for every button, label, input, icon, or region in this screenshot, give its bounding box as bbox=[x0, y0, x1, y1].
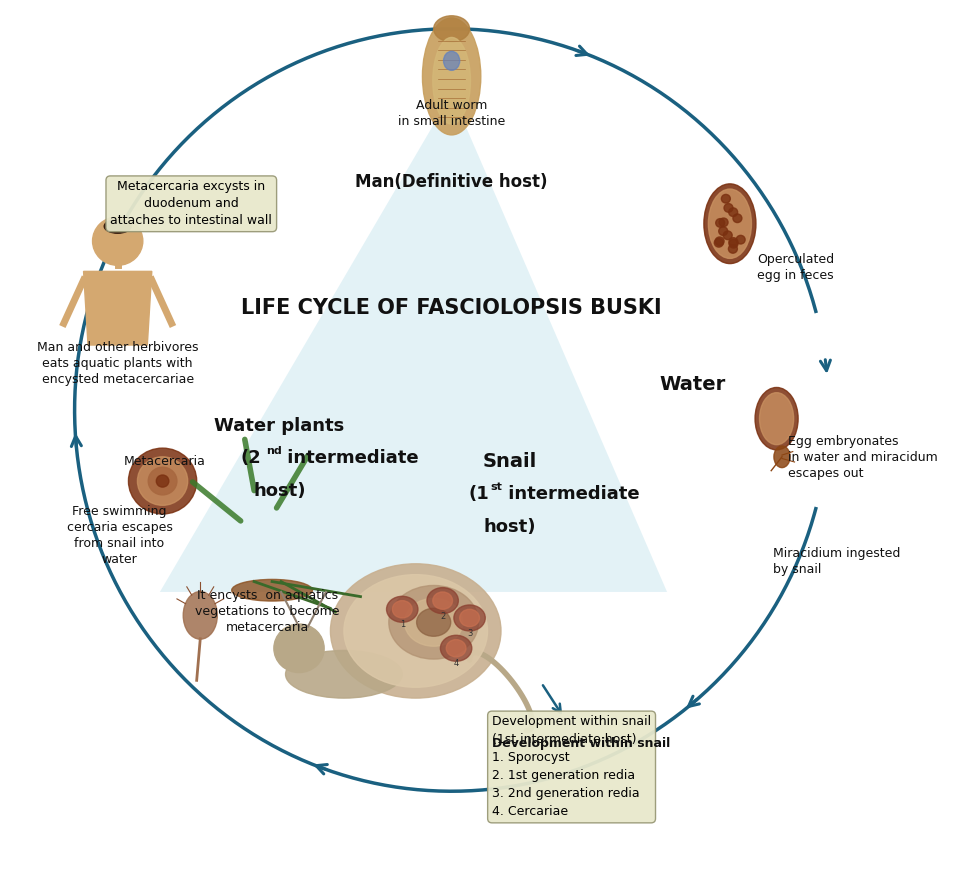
Circle shape bbox=[715, 237, 724, 246]
Ellipse shape bbox=[460, 610, 479, 627]
Circle shape bbox=[723, 231, 732, 240]
Ellipse shape bbox=[422, 18, 481, 135]
Ellipse shape bbox=[454, 605, 486, 631]
Ellipse shape bbox=[105, 220, 132, 233]
Text: intermediate: intermediate bbox=[281, 449, 419, 467]
Ellipse shape bbox=[441, 636, 471, 661]
Text: host): host) bbox=[253, 481, 305, 500]
Circle shape bbox=[719, 227, 728, 235]
Text: Adult worm
in small intestine: Adult worm in small intestine bbox=[398, 99, 505, 128]
Circle shape bbox=[148, 467, 177, 495]
Text: (1: (1 bbox=[468, 485, 490, 503]
Circle shape bbox=[274, 624, 324, 672]
Text: intermediate: intermediate bbox=[502, 485, 639, 503]
Text: Miracidium ingested
by snail: Miracidium ingested by snail bbox=[773, 547, 900, 576]
Text: Man(Definitive host): Man(Definitive host) bbox=[355, 174, 548, 191]
Circle shape bbox=[721, 194, 731, 203]
Ellipse shape bbox=[231, 579, 313, 601]
Text: Operculated
egg in feces: Operculated egg in feces bbox=[756, 253, 834, 282]
Text: LIFE CYCLE OF FASCIOLOPSIS BUSKI: LIFE CYCLE OF FASCIOLOPSIS BUSKI bbox=[241, 297, 662, 317]
Text: 2: 2 bbox=[440, 612, 445, 621]
Circle shape bbox=[716, 219, 725, 228]
Ellipse shape bbox=[759, 392, 794, 445]
Ellipse shape bbox=[756, 387, 798, 450]
Text: nd: nd bbox=[266, 446, 281, 456]
Circle shape bbox=[729, 208, 737, 216]
Ellipse shape bbox=[183, 591, 217, 639]
Circle shape bbox=[736, 235, 745, 244]
Circle shape bbox=[92, 217, 143, 265]
Ellipse shape bbox=[330, 564, 501, 698]
Text: 1: 1 bbox=[399, 620, 405, 630]
Text: Egg embryonates
in water and miracidum
escapes out: Egg embryonates in water and miracidum e… bbox=[788, 435, 938, 480]
Ellipse shape bbox=[404, 598, 463, 646]
Text: 3: 3 bbox=[467, 629, 472, 638]
Ellipse shape bbox=[444, 51, 460, 71]
Circle shape bbox=[719, 218, 728, 227]
Text: st: st bbox=[491, 482, 502, 492]
Ellipse shape bbox=[344, 575, 488, 687]
Ellipse shape bbox=[387, 596, 418, 623]
Ellipse shape bbox=[427, 588, 458, 614]
Circle shape bbox=[729, 244, 737, 253]
Circle shape bbox=[156, 475, 169, 487]
Circle shape bbox=[732, 214, 742, 222]
Circle shape bbox=[729, 238, 738, 246]
Polygon shape bbox=[84, 271, 152, 345]
Ellipse shape bbox=[389, 585, 478, 659]
Text: Metacercaria excysts in
duodenum and
attaches to intestinal wall: Metacercaria excysts in duodenum and att… bbox=[110, 181, 273, 228]
Circle shape bbox=[724, 203, 733, 212]
Circle shape bbox=[129, 448, 197, 514]
Ellipse shape bbox=[774, 446, 790, 467]
Circle shape bbox=[714, 238, 723, 247]
Text: host): host) bbox=[484, 518, 537, 536]
Ellipse shape bbox=[434, 16, 469, 42]
Circle shape bbox=[137, 457, 188, 505]
Ellipse shape bbox=[708, 189, 752, 258]
Ellipse shape bbox=[393, 601, 412, 618]
Circle shape bbox=[729, 240, 738, 248]
Text: Development within snail: Development within snail bbox=[492, 737, 670, 750]
Ellipse shape bbox=[433, 37, 470, 124]
Text: Development within snail
(1st intermediate host)
1. Sporocyst
2. 1st generation : Development within snail (1st intermedia… bbox=[492, 716, 651, 819]
Text: Man and other herbivores
eats aquatic plants with
encysted metacercariae: Man and other herbivores eats aquatic pl… bbox=[36, 341, 199, 385]
Ellipse shape bbox=[417, 609, 451, 637]
Text: Free swimming
cercaria escapes
from snail into
water: Free swimming cercaria escapes from snai… bbox=[66, 505, 173, 566]
Ellipse shape bbox=[704, 184, 756, 263]
Text: Metacercaria: Metacercaria bbox=[124, 455, 205, 468]
Text: Water plants: Water plants bbox=[214, 417, 345, 434]
Text: Snail: Snail bbox=[483, 453, 537, 472]
Ellipse shape bbox=[433, 592, 452, 610]
Polygon shape bbox=[160, 94, 667, 592]
Text: Water: Water bbox=[660, 374, 726, 393]
Text: It encysts  on aquatics
vegetations to become
metacercaria: It encysts on aquatics vegetations to be… bbox=[195, 589, 340, 634]
Text: 4: 4 bbox=[453, 659, 459, 668]
Ellipse shape bbox=[285, 651, 402, 698]
Ellipse shape bbox=[446, 640, 466, 657]
Text: (2: (2 bbox=[241, 449, 261, 467]
